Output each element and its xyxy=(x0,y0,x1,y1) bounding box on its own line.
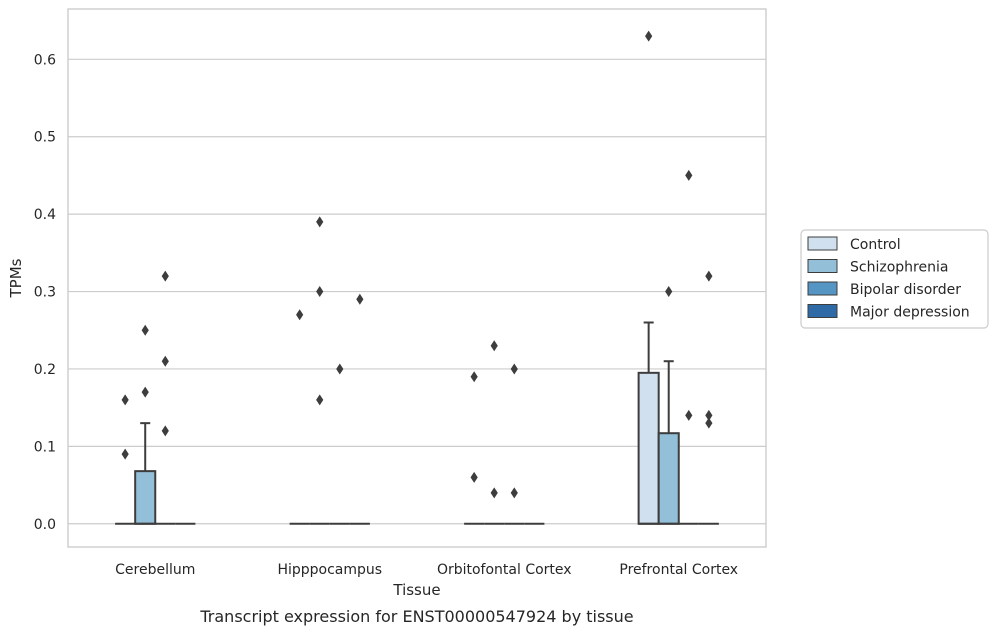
outlier-point xyxy=(490,487,498,499)
legend-swatch xyxy=(807,259,838,273)
outlier-point xyxy=(121,394,129,406)
outlier-point xyxy=(510,363,518,375)
y-tick-label: 0.6 xyxy=(34,52,56,68)
y-axis-ticks: 0.0 0.1 0.2 0.3 0.4 0.5 0.6 xyxy=(34,52,56,532)
outlier-point xyxy=(141,324,149,336)
outlier-point xyxy=(705,270,713,282)
y-tick-label: 0.5 xyxy=(34,130,56,146)
outlier-point xyxy=(296,309,304,321)
outlier-point xyxy=(685,169,693,181)
x-tick-label: Cerebellum xyxy=(115,562,195,578)
outlier-point xyxy=(705,417,713,429)
grid-lines xyxy=(68,58,766,525)
y-tick-label: 0.3 xyxy=(34,285,56,301)
outlier-point xyxy=(316,394,324,406)
legend-frame xyxy=(800,229,989,329)
outlier-point xyxy=(161,355,169,367)
box-body xyxy=(637,371,660,525)
y-axis-label: TPMs xyxy=(7,258,25,298)
x-tick-label: Prefrontal Cortex xyxy=(619,562,738,578)
outlier-points xyxy=(121,30,713,499)
box-body xyxy=(134,470,157,525)
legend-swatch xyxy=(807,236,838,251)
legend: Control Schizophrenia Bipolar disorder Majo… xyxy=(800,229,989,329)
chart-caption: Transcript expression for ENST0000054792… xyxy=(199,607,633,626)
legend-label: Schizophrenia xyxy=(850,260,948,276)
outlier-point xyxy=(490,340,498,352)
y-tick-label: 0.0 xyxy=(34,517,56,533)
box-schizophrenia xyxy=(657,360,680,525)
outlier-point xyxy=(316,286,324,298)
outlier-point xyxy=(470,371,478,383)
box-schizophrenia xyxy=(134,422,157,525)
y-tick-label: 0.1 xyxy=(34,439,56,455)
x-axis-label: Tissue xyxy=(392,581,440,599)
outlier-point xyxy=(161,270,169,282)
boxes xyxy=(115,321,719,525)
box-body xyxy=(657,432,680,525)
legend-label: Major depression xyxy=(850,305,970,321)
y-tick-label: 0.2 xyxy=(34,362,56,378)
legend-label: Control xyxy=(850,237,901,253)
outlier-point xyxy=(141,386,149,398)
outlier-point xyxy=(161,425,169,437)
outlier-point xyxy=(645,30,653,42)
y-tick-label: 0.4 xyxy=(34,207,56,223)
outlier-point xyxy=(121,448,129,460)
outlier-point xyxy=(685,409,693,421)
x-tick-label: Hipppocampus xyxy=(277,562,382,578)
outlier-point xyxy=(510,487,518,499)
outlier-point xyxy=(356,293,364,305)
legend-swatch xyxy=(807,281,838,296)
outlier-point xyxy=(665,286,673,298)
outlier-point xyxy=(316,216,324,228)
x-tick-label: Orbitofontal Cortex xyxy=(437,562,572,578)
legend-swatch xyxy=(807,304,838,318)
legend-label: Bipolar disorder xyxy=(850,282,961,298)
outlier-point xyxy=(336,363,344,375)
x-axis-ticks: Cerebellum Hipppocampus Orbitofontal Corte… xyxy=(115,562,738,578)
outlier-point xyxy=(705,409,713,421)
outlier-point xyxy=(470,471,478,483)
plot-frame xyxy=(67,8,767,548)
box-control xyxy=(637,321,660,525)
